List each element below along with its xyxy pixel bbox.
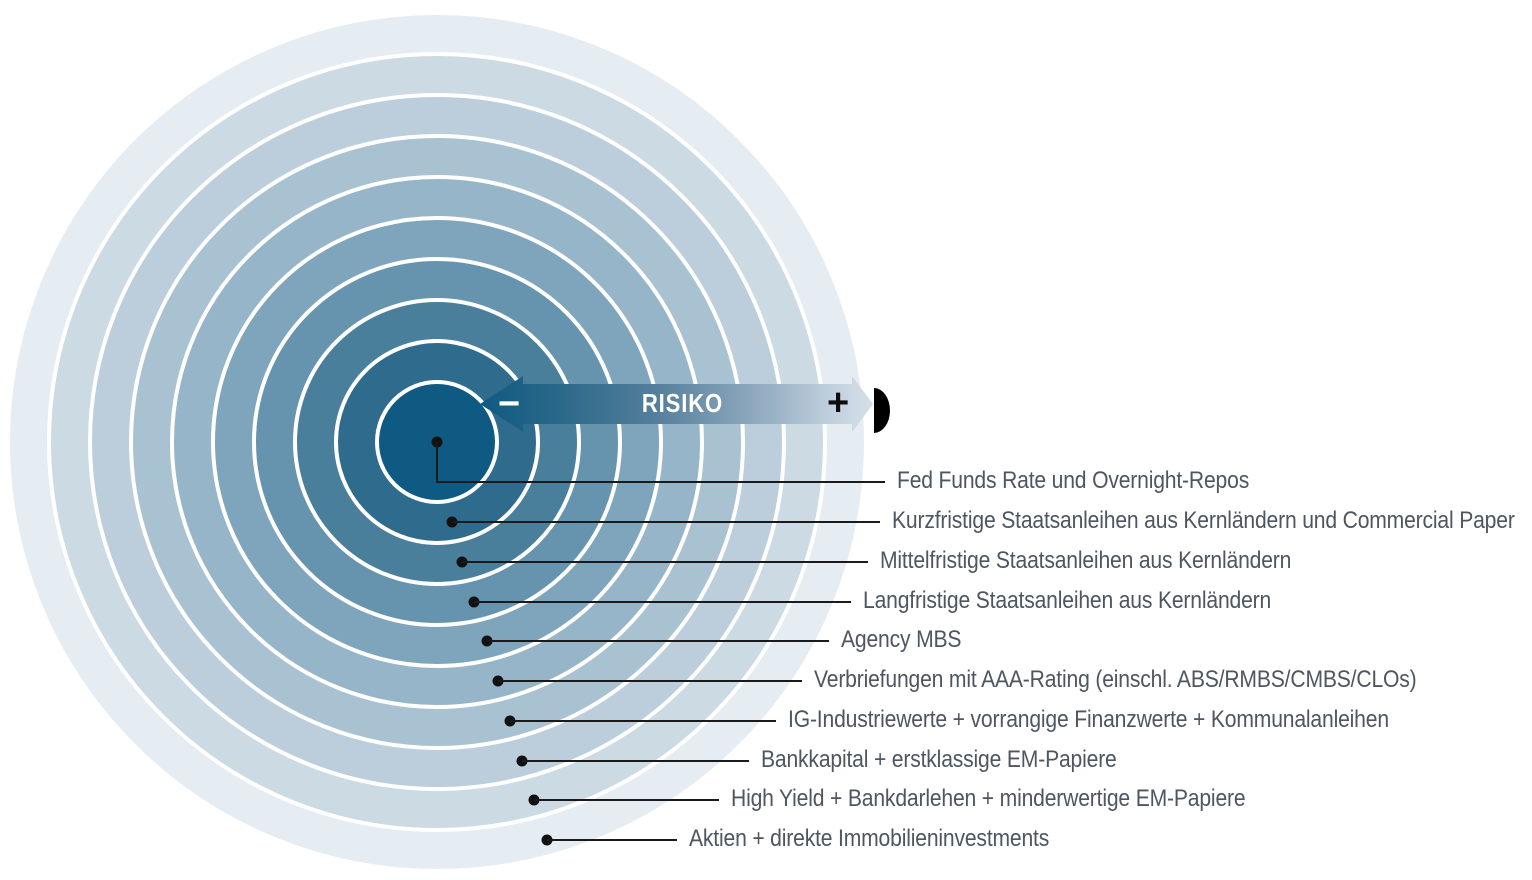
ring-label: Langfristige Staatsanleihen aus Kernländ… (863, 586, 1272, 614)
ring-label: Bankkapital + erstklassige EM-Papiere (761, 745, 1117, 773)
callout-line (498, 680, 802, 682)
callout-line (487, 640, 829, 642)
ring-label: Fed Funds Rate und Overnight-Repos (897, 466, 1250, 494)
callout-line (522, 760, 749, 762)
callout-line (436, 442, 438, 482)
risiko-gradient-arrow: − RISIKO + (480, 376, 873, 432)
ring-label: Verbriefungen mit AAA-Rating (einschl. A… (814, 665, 1417, 693)
ring (375, 380, 499, 504)
callout-line (510, 720, 776, 722)
callout-line (474, 601, 851, 603)
ring-label: Mittelfristige Staatsanleihen aus Kernlä… (880, 546, 1292, 574)
callout-line (534, 799, 719, 801)
ring-label: Kurzfristige Staatsanleihen aus Kernländ… (892, 506, 1515, 534)
callout-line (452, 521, 880, 523)
callout-line (462, 561, 868, 563)
arrow-tip-cap (874, 388, 890, 433)
ring-label: Agency MBS (841, 625, 962, 653)
callout-line (436, 481, 885, 483)
ring-label: IG-Industriewerte + vorrangige Finanzwer… (788, 705, 1389, 733)
ring-label: Aktien + direkte Immobilieninvestments (689, 824, 1050, 852)
callout-line (547, 839, 677, 841)
risiko-arrow-label: RISIKO (641, 387, 724, 418)
ring-label: High Yield + Bankdarlehen + minderwertig… (731, 784, 1246, 812)
